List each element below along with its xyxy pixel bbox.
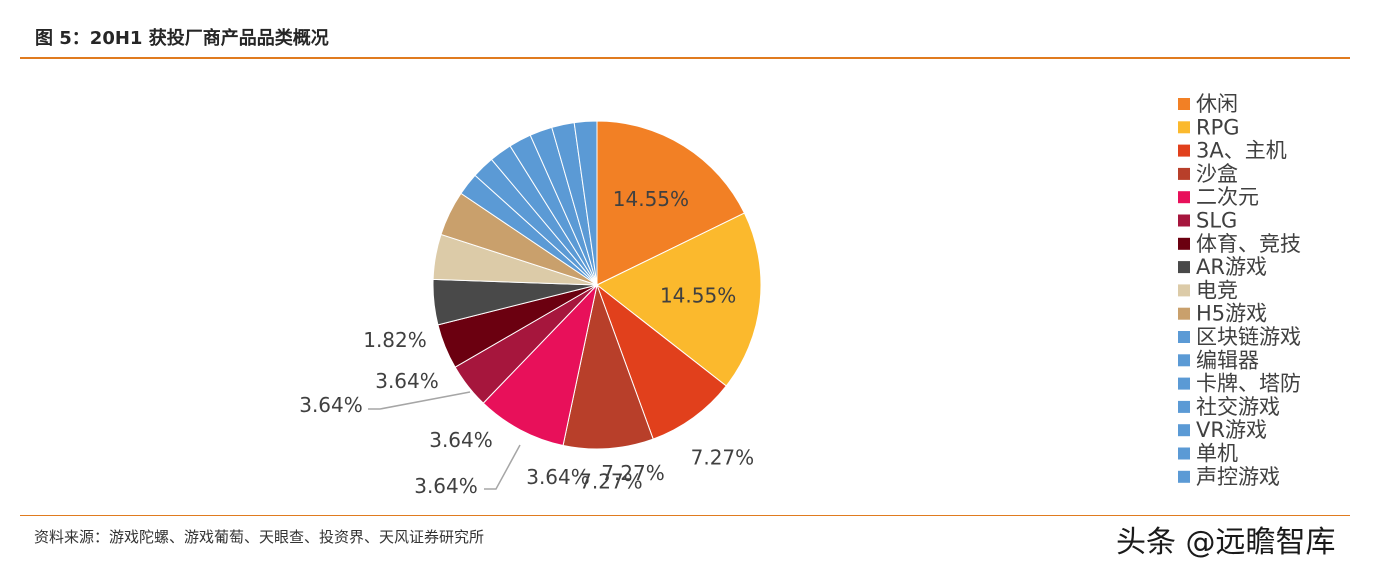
legend-swatch-3 <box>1178 167 1190 180</box>
legend-label-15: 单机 <box>1196 442 1238 466</box>
top-divider <box>20 57 1350 59</box>
legend-item-11: 编辑器 <box>1178 348 1259 372</box>
legend-label-14: VR游戏 <box>1196 418 1267 442</box>
source-note: 资料来源：游戏陀螺、游戏葡萄、天眼查、投资界、天风证券研究所 <box>34 528 485 546</box>
legend-label-7: AR游戏 <box>1196 255 1267 279</box>
data-label-9: 3.64% <box>375 369 439 393</box>
legend-swatch-10 <box>1178 331 1190 343</box>
label-leader-lines <box>368 391 521 490</box>
legend-item-12: 卡牌、塔防 <box>1178 372 1301 396</box>
legend-item-16: 声控游戏 <box>1178 465 1280 489</box>
data-label-1: 14.55% <box>660 284 736 308</box>
legend-item-5: SLG <box>1178 209 1237 233</box>
legend-item-8: 电竞 <box>1178 278 1238 302</box>
legend-swatch-4 <box>1178 191 1190 204</box>
data-label-2: 7.27% <box>691 445 755 469</box>
data-label-3: 7.27% <box>579 469 643 493</box>
legend-label-3: 沙盒 <box>1196 162 1238 186</box>
legend-label-16: 声控游戏 <box>1196 465 1280 489</box>
legend-item-1: RPG <box>1178 115 1240 139</box>
pie-slice-1 <box>596 212 762 387</box>
legend-swatch-15 <box>1178 447 1190 460</box>
legend-label-12: 卡牌、塔防 <box>1196 372 1301 396</box>
legend-item-0: 休闲 <box>1178 92 1238 116</box>
legend-swatch-11 <box>1178 354 1190 367</box>
legend-label-8: 电竞 <box>1196 278 1238 302</box>
leader-line-8 <box>368 391 471 410</box>
legend-label-1: RPG <box>1196 115 1240 139</box>
legend-label-4: 二次元 <box>1196 185 1259 209</box>
data-label-7: 3.64% <box>429 428 493 452</box>
data-label-4: 7.27% <box>601 461 665 485</box>
legend-label-6: 体育、竞技 <box>1196 232 1301 256</box>
data-label-6: 3.64% <box>414 474 478 498</box>
pie-slice-16 <box>573 120 598 286</box>
legend-item-4: 二次元 <box>1178 185 1259 209</box>
pie-slice-2 <box>595 283 727 440</box>
pie-slices <box>432 120 762 450</box>
legend-swatch-7 <box>1178 261 1190 274</box>
legend-swatch-8 <box>1178 284 1190 297</box>
legend-label-10: 区块链游戏 <box>1196 325 1301 349</box>
legend-swatch-2 <box>1178 144 1190 157</box>
legend-swatch-1 <box>1178 121 1190 134</box>
legend-swatch-5 <box>1178 214 1190 227</box>
legend-swatch-9 <box>1178 307 1190 320</box>
legend-item-2: 3A、主机 <box>1178 139 1287 163</box>
data-label-10: 1.82% <box>363 328 427 352</box>
legend-swatch-6 <box>1178 237 1190 250</box>
bottom-divider <box>20 515 1350 516</box>
legend-item-9: H5游戏 <box>1178 302 1267 326</box>
pie-slice-0 <box>596 120 746 286</box>
legend-item-15: 单机 <box>1178 442 1238 466</box>
legend-label-11: 编辑器 <box>1196 348 1259 372</box>
figure-title: 图 5：20H1 获投厂商产品品类概况 <box>35 28 329 49</box>
pie-data-labels: 14.55%14.55%7.27%7.27%7.27%3.64%3.64%3.6… <box>299 187 754 498</box>
legend-swatch-13 <box>1178 400 1190 413</box>
data-label-0: 14.55% <box>613 187 689 211</box>
legend-item-10: 区块链游戏 <box>1178 325 1301 349</box>
legend-swatch-16 <box>1178 470 1190 483</box>
legend-swatch-0 <box>1178 98 1190 110</box>
legend-item-7: AR游戏 <box>1178 255 1267 279</box>
pie-slice-4 <box>482 283 598 447</box>
data-label-8: 3.64% <box>299 393 363 417</box>
legend-label-5: SLG <box>1196 209 1237 233</box>
legend-item-14: VR游戏 <box>1178 418 1267 442</box>
legend-label-0: 休闲 <box>1196 92 1238 116</box>
data-label-5: 3.64% <box>526 465 590 489</box>
legend-label-13: 社交游戏 <box>1196 395 1280 419</box>
watermark: 头条 @远瞻智库 <box>1116 525 1336 560</box>
legend-item-6: 体育、竞技 <box>1178 232 1301 256</box>
leader-line-6 <box>484 444 521 490</box>
legend-swatch-12 <box>1178 377 1190 390</box>
legend-label-2: 3A、主机 <box>1196 139 1287 163</box>
legend-item-3: 沙盒 <box>1178 162 1238 186</box>
legend-label-9: H5游戏 <box>1196 302 1267 326</box>
pie-slice-3 <box>562 283 654 450</box>
legend-swatch-14 <box>1178 424 1190 437</box>
legend-item-13: 社交游戏 <box>1178 395 1280 419</box>
chart-legend: 休闲RPG3A、主机沙盒二次元SLG体育、竞技AR游戏电竞H5游戏区块链游戏编辑… <box>1178 92 1301 489</box>
